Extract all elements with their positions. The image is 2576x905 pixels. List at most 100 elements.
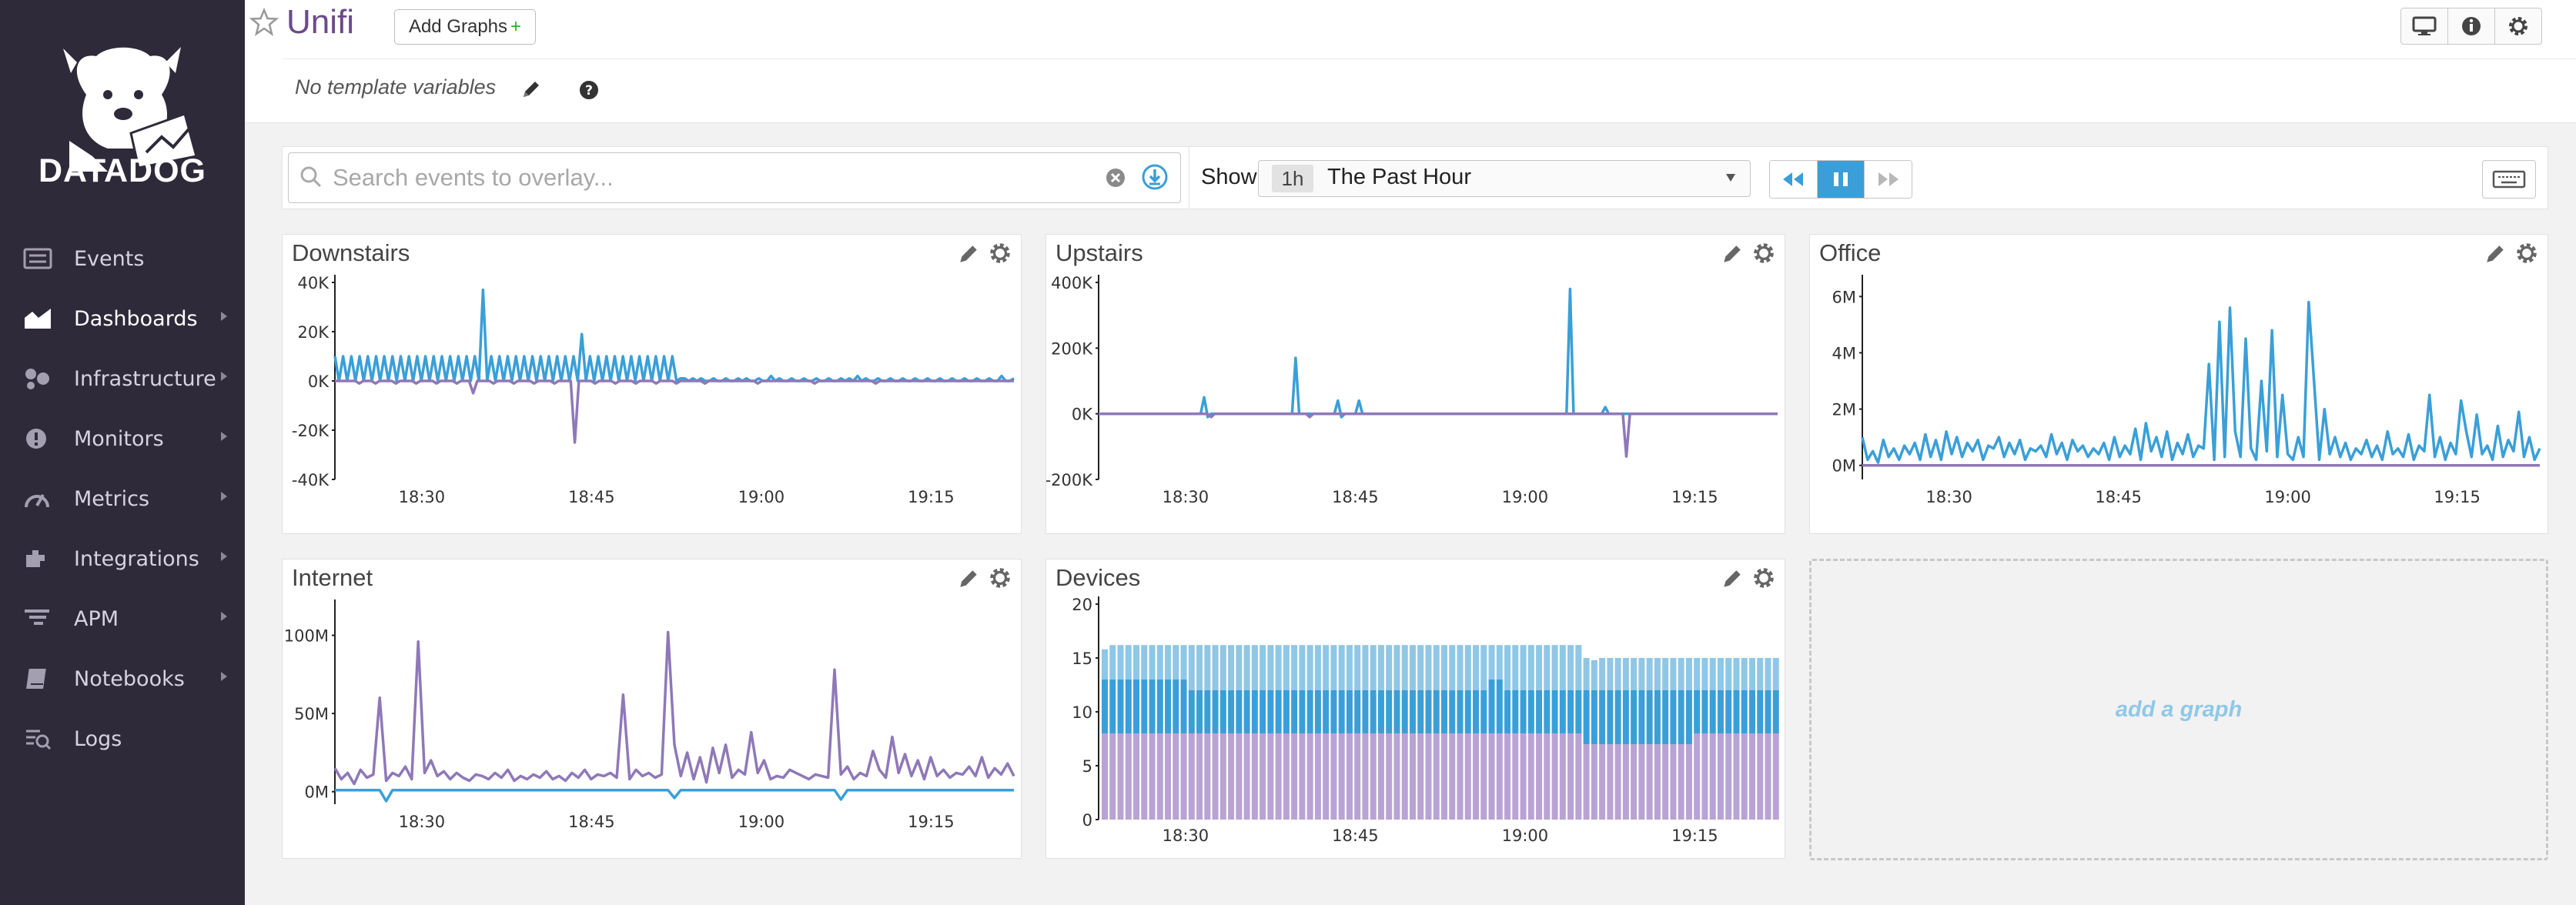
bar-segment xyxy=(1125,645,1132,680)
bar-segment xyxy=(1354,645,1361,690)
bar-segment xyxy=(1330,690,1337,733)
bar-segment xyxy=(1417,733,1424,820)
gear-icon[interactable] xyxy=(1751,566,1776,590)
bar-segment xyxy=(1685,690,1692,744)
rewind-button[interactable] xyxy=(1770,161,1818,198)
playback-controls xyxy=(1769,160,1912,199)
bar-segment xyxy=(1314,645,1321,690)
bar-segment xyxy=(1417,690,1424,733)
datadog-logo[interactable] xyxy=(23,14,223,199)
pencil-icon[interactable] xyxy=(1721,567,1744,590)
bar-segment xyxy=(1567,645,1574,690)
bar-segment xyxy=(1473,733,1480,820)
sidebar-item-dashboards[interactable]: Dashboards xyxy=(0,292,245,346)
sidebar-item-monitors[interactable]: Monitors xyxy=(0,412,245,466)
settings-button[interactable] xyxy=(2495,8,2541,44)
fast-forward-button[interactable] xyxy=(1865,161,1912,198)
bar-segment xyxy=(1599,744,1606,820)
bar-segment xyxy=(1433,733,1440,820)
bar-segment xyxy=(1338,733,1345,820)
bar-segment xyxy=(1306,645,1313,690)
bar-segment xyxy=(1662,744,1669,820)
clear-icon[interactable] xyxy=(1104,166,1127,189)
bar-segment xyxy=(1323,733,1330,820)
bar-segment xyxy=(1441,645,1447,690)
sidebar-item-integrations[interactable]: Integrations xyxy=(0,532,245,586)
bar-segment xyxy=(1694,658,1701,690)
gear-icon[interactable] xyxy=(988,241,1012,265)
info-button[interactable] xyxy=(2448,8,2495,44)
sidebar-item-logs[interactable]: Logs xyxy=(0,712,245,766)
sidebar-item-label: Events xyxy=(74,246,145,271)
bar-segment xyxy=(1260,733,1266,820)
bar-segment xyxy=(1362,645,1369,690)
bar-segment xyxy=(1180,680,1187,733)
x-tick-label: 18:45 xyxy=(568,488,615,506)
x-tick-label: 19:15 xyxy=(908,488,955,506)
bar-segment xyxy=(1757,690,1764,733)
bar-segment xyxy=(1614,658,1621,690)
bar-segment xyxy=(1575,645,1582,690)
notebooks-icon xyxy=(26,669,46,689)
tv-mode-button[interactable] xyxy=(2401,8,2448,44)
y-tick-label: 2M xyxy=(1832,401,1856,419)
gear-icon[interactable] xyxy=(1751,241,1776,265)
events-icon xyxy=(23,248,52,269)
add-graph-placeholder[interactable]: add a graph xyxy=(1809,559,2548,860)
bar-segment xyxy=(1646,658,1653,690)
bar-segment xyxy=(1338,690,1345,733)
sidebar-item-notebooks[interactable]: Notebooks xyxy=(0,652,245,706)
bar-segment xyxy=(1449,690,1456,733)
search-input[interactable] xyxy=(333,159,1087,197)
bar-segment xyxy=(1638,690,1645,744)
bar-segment xyxy=(1188,733,1195,820)
bar-segment xyxy=(1748,733,1755,820)
bar-segment xyxy=(1709,733,1716,820)
dashboards-icon xyxy=(25,309,51,329)
pencil-icon[interactable] xyxy=(1721,242,1744,265)
sidebar-item-metrics[interactable]: Metrics xyxy=(0,472,245,526)
sidebar-item-events[interactable]: Events xyxy=(0,232,245,286)
download-icon[interactable] xyxy=(1141,163,1169,191)
pencil-icon[interactable] xyxy=(520,78,542,100)
pencil-icon[interactable] xyxy=(957,567,980,590)
bar-segment xyxy=(1457,733,1464,820)
bar-segment xyxy=(1243,645,1250,690)
pause-button[interactable] xyxy=(1817,161,1865,198)
help-icon[interactable]: ? xyxy=(577,78,601,102)
sidebar-item-infrastructure[interactable]: Infrastructure xyxy=(0,352,245,406)
x-tick-label: 19:00 xyxy=(2264,488,2311,506)
y-tick-label: 20 xyxy=(1072,596,1092,614)
bar-segment xyxy=(1748,658,1755,690)
bar-segment xyxy=(1694,690,1701,733)
bar-segment xyxy=(1457,645,1464,690)
timeframe-select[interactable] xyxy=(1258,160,1751,197)
keyboard-shortcuts-button[interactable] xyxy=(2482,160,2536,199)
bar-chart: 20 15 10 5 0 18:30 18:45 19:00 19:15 xyxy=(1072,596,1779,845)
y-tick-label: -20K xyxy=(292,422,330,440)
sidebar-item-apm[interactable]: APM xyxy=(0,592,245,646)
gear-icon[interactable] xyxy=(2514,241,2539,265)
gear-icon[interactable] xyxy=(988,566,1012,590)
bar-segment xyxy=(1591,660,1597,690)
pencil-icon[interactable] xyxy=(2484,242,2507,265)
graph-panel-downstairs: 40K 20K 0K -20K -40K 18:30 18:45 19:00 19:15 Dow… xyxy=(282,234,1022,534)
star-icon[interactable] xyxy=(249,8,279,37)
bar-segment xyxy=(1488,733,1495,820)
bar-segment xyxy=(1401,690,1408,733)
bar-segment xyxy=(1631,658,1638,690)
pencil-icon[interactable] xyxy=(957,242,980,265)
bar-segment xyxy=(1662,658,1669,690)
bar-segment xyxy=(1622,690,1629,744)
bar-segment xyxy=(1219,733,1226,820)
bar-segment xyxy=(1323,645,1330,690)
template-variables-label: No template variables xyxy=(295,75,497,99)
sidebar: DATADOG Events Dashboards Infrastructure… xyxy=(0,0,245,905)
bar-segment xyxy=(1678,690,1684,744)
bar-segment xyxy=(1583,744,1590,820)
y-tick-label: 0M xyxy=(1832,457,1856,476)
bar-segment xyxy=(1464,645,1471,690)
add-graphs-button[interactable]: Add Graphs + xyxy=(394,9,536,45)
bar-segment xyxy=(1291,690,1298,733)
bar-segment xyxy=(1544,645,1551,690)
